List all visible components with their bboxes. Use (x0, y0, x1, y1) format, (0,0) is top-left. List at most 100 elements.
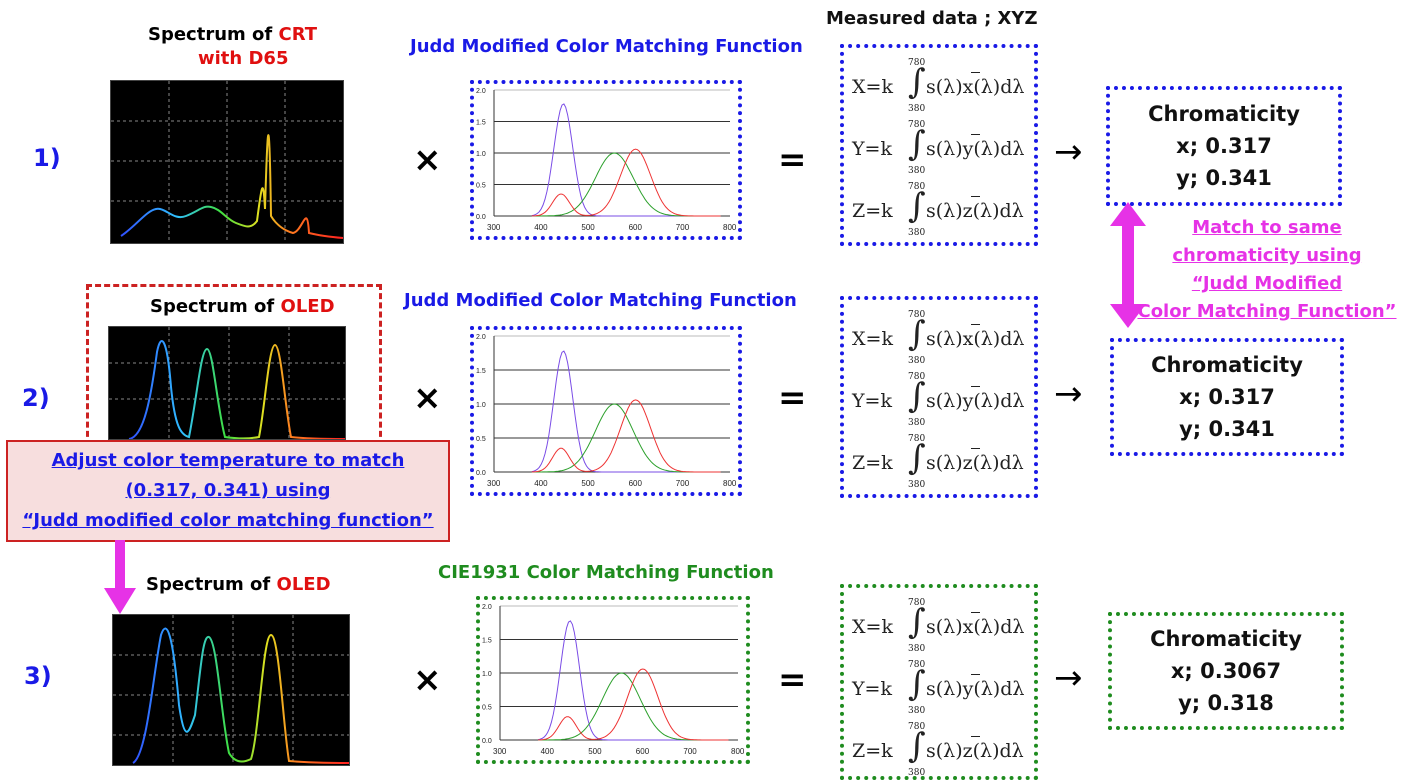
xyz-equation-x: X=k 780 ∫ 380 s(λ)x(λ)dλ (852, 58, 1028, 116)
cmf-y-tick: 2.0 (476, 88, 486, 95)
row1-chromaticity-box: Chromaticity x; 0.317 y; 0.341 (1106, 86, 1342, 206)
row1-times-sign: × (413, 140, 442, 180)
chromaticity-x: x; 0.3067 (1170, 659, 1282, 683)
cmf-x-tick: 400 (541, 747, 555, 756)
cmf-y-tick: 1.5 (476, 368, 486, 375)
match-note: Match to same chromaticity using “Judd M… (1136, 214, 1398, 326)
row2-equals-sign: = (778, 378, 807, 418)
xyz-equation-z: Z=k 780 ∫ 380 s(λ)z(λ)dλ (852, 182, 1028, 240)
cmf-y-tick: 0.0 (476, 214, 486, 221)
equation-lhs: X=k (852, 616, 893, 638)
adjust-note-box: Adjust color temperature to match (0.317… (6, 440, 450, 542)
adjust-down-arrow (104, 540, 136, 614)
integral-sign: ∫ (908, 124, 926, 164)
cmf-curve-x (538, 668, 729, 741)
equation-body: s(λ)x(λ)dλ (926, 328, 1025, 350)
cmf-x-tick: 500 (581, 479, 595, 488)
row1-spectrum-plot (110, 80, 344, 244)
integral-sign: ∫ (908, 438, 926, 478)
adjust-note-line: Adjust color temperature to match (51, 450, 405, 471)
spectrum-title-highlight: OLED (276, 574, 331, 595)
cmf-y-tick: 0.0 (476, 470, 486, 477)
chromaticity-title: Chromaticity (1148, 102, 1300, 126)
cmf-x-tick: 700 (683, 747, 697, 756)
integral-sign: ∫ (908, 376, 926, 416)
equation-lhs: Y=k (852, 138, 892, 160)
row3-cmf-chart: 2.0 1.5 1.0 0.5 0.0 300 400 500 600 700 800 (476, 596, 750, 764)
row2-spectrum-plot (108, 326, 346, 440)
integral-upper-limit: 780 (908, 310, 926, 320)
cmf-y-tick: 1.0 (482, 671, 492, 678)
row3-equals-sign: = (778, 660, 807, 700)
cmf-y-tick: 1.0 (476, 402, 486, 409)
integral-upper-limit: 780 (908, 182, 926, 192)
xyz-equation-y: Y=k 780 ∫ 380 s(λ)y(λ)dλ (852, 660, 1028, 718)
xyz-equation-x: X=k 780 ∫ 380 s(λ)x(λ)dλ (852, 598, 1028, 656)
row2-chromaticity-box: Chromaticity x; 0.317 y; 0.341 (1110, 338, 1344, 456)
overbar (971, 386, 980, 387)
cmf-y-tick: 0.5 (476, 436, 486, 443)
overbar (971, 736, 980, 737)
chromaticity-y: y; 0.341 (1179, 417, 1275, 441)
equation-body: s(λ)y(λ)dλ (926, 678, 1025, 700)
row2-arrow: → (1054, 374, 1083, 414)
spectrum-title-prefix: Spectrum of (150, 296, 281, 317)
integral-upper-limit: 780 (908, 660, 926, 670)
equation-body: s(λ)y(λ)dλ (926, 390, 1025, 412)
match-note-line: “Judd Modified (1191, 273, 1343, 294)
integral-upper-limit: 780 (908, 120, 926, 130)
equation-lhs: X=k (852, 76, 893, 98)
cmf-x-tick: 600 (636, 747, 650, 756)
cmf-x-tick: 500 (588, 747, 602, 756)
overbar (971, 134, 980, 135)
row3-xyz-equations: X=k 780 ∫ 380 s(λ)x(λ)dλ Y=k 780 ∫ 380 s(λ)y(λ)dλ… (840, 584, 1038, 780)
adjust-note-line: “Judd modified color matching function” (22, 510, 434, 531)
row1-arrow: → (1054, 132, 1083, 172)
equation-body: s(λ)z(λ)dλ (926, 452, 1024, 474)
equation-lhs: Y=k (852, 390, 892, 412)
match-double-arrow (1110, 202, 1146, 328)
overbar (971, 612, 980, 613)
equation-body: s(λ)z(λ)dλ (926, 200, 1024, 222)
row3-chromaticity-box: Chromaticity x; 0.3067 y; 0.318 (1108, 612, 1344, 730)
cmf-x-tick: 300 (487, 223, 501, 232)
cmf-curve-x (531, 399, 721, 473)
integral-lower-limit: 380 (908, 356, 926, 366)
row3-cmf-title: CIE1931 Color Matching Function (438, 562, 774, 583)
integral-upper-limit: 780 (908, 58, 926, 68)
cmf-x-tick: 400 (534, 223, 548, 232)
equation-lhs: Z=k (852, 452, 893, 474)
spectrum-title-prefix: Spectrum of (148, 24, 279, 45)
cmf-y-tick: 0.5 (482, 705, 492, 712)
cmf-y-tick: 2.0 (482, 604, 492, 611)
row2-xyz-equations: X=k 780 ∫ 380 s(λ)x(λ)dλ Y=k 780 ∫ 380 s(λ)y(λ)dλ… (840, 296, 1038, 498)
overbar (971, 448, 980, 449)
cmf-x-tick: 800 (723, 479, 737, 488)
row3-spectrum-plot (112, 614, 350, 766)
integral-lower-limit: 380 (908, 768, 926, 778)
cmf-x-tick: 300 (493, 747, 507, 756)
row3-number: 3) (24, 662, 52, 690)
row2-number: 2) (22, 384, 50, 412)
equation-body: s(λ)x(λ)dλ (926, 616, 1025, 638)
cmf-x-tick: 600 (629, 223, 643, 232)
overbar (971, 324, 980, 325)
integral-sign: ∫ (908, 314, 926, 354)
cmf-x-tick: 300 (487, 479, 501, 488)
cmf-curve-x (531, 148, 721, 217)
match-note-line: Match to same (1192, 217, 1342, 238)
integral-lower-limit: 380 (908, 166, 926, 176)
integral-sign: ∫ (908, 726, 926, 766)
integral-sign: ∫ (908, 602, 926, 642)
xyz-equation-z: Z=k 780 ∫ 380 s(λ)z(λ)dλ (852, 434, 1028, 492)
cmf-y-tick: 2.0 (476, 334, 486, 341)
cmf-y-tick: 1.0 (476, 151, 486, 158)
cmf-y-tick: 0.0 (482, 738, 492, 745)
overbar (971, 674, 980, 675)
integral-lower-limit: 380 (908, 644, 926, 654)
chromaticity-title: Chromaticity (1151, 353, 1303, 377)
cmf-x-tick: 500 (581, 223, 595, 232)
xyz-equation-z: Z=k 780 ∫ 380 s(λ)z(λ)dλ (852, 722, 1028, 780)
cmf-x-tick: 800 (731, 747, 745, 756)
spectrum-title-highlight: CRT (278, 24, 318, 45)
